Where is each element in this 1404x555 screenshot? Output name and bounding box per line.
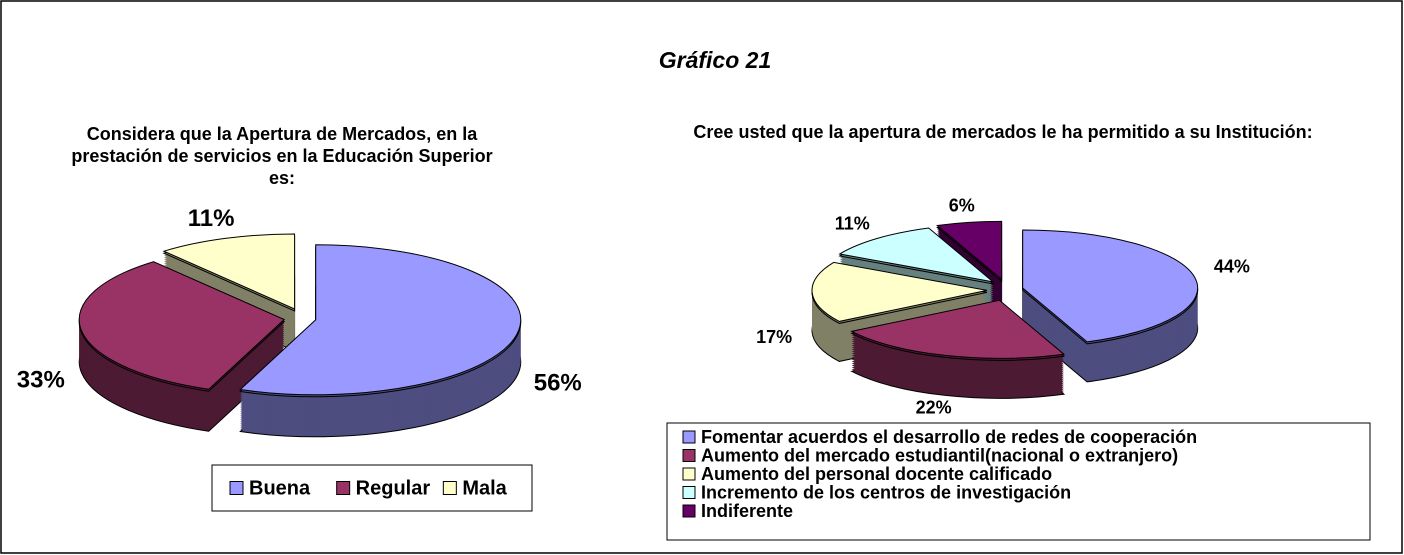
legend-label: Incremento de los centros de investigaci… (701, 482, 1071, 502)
legend-swatch (682, 449, 696, 462)
legend-swatch (682, 467, 696, 481)
legend-box (666, 422, 1371, 541)
pie-slice (1022, 229, 1199, 343)
legend-label: Aumento del personal docente calificado (701, 464, 1052, 484)
data-label: 11% (835, 213, 870, 233)
legend-label: Buena (249, 477, 311, 499)
data-label: 17% (756, 327, 792, 347)
data-label: 22% (916, 398, 952, 418)
pie-slice (162, 233, 296, 310)
legend-label: Aumento del mercado estudiantil(nacional… (701, 445, 1178, 465)
legend-swatch (229, 481, 244, 495)
legend-label: Fomentar acuerdos el desarrollo de redes… (701, 427, 1197, 447)
pie-slice (850, 299, 1066, 359)
legend-swatch (682, 430, 696, 444)
legend-box (211, 464, 533, 512)
legend-swatch (682, 504, 696, 518)
pie-slice (936, 220, 1003, 281)
pie-slice (78, 261, 286, 390)
page-title: Gráfico 21 (659, 47, 772, 73)
chart-title: Considera que la Apertura de Mercados, e… (71, 124, 492, 188)
legend-swatch (682, 486, 696, 499)
chart-title: Cree usted que la apertura de mercados l… (693, 122, 1312, 142)
data-label: 44% (1214, 256, 1250, 276)
data-label: 11% (188, 205, 235, 232)
data-label: 56% (534, 369, 582, 396)
legend-swatch (442, 481, 457, 495)
pie-slice (838, 227, 995, 283)
legend-label: Regular (356, 477, 431, 499)
legend-swatch (336, 481, 351, 495)
legend-label: Mala (462, 477, 507, 499)
legend-label: Indiferente (701, 501, 793, 521)
pie-slice (811, 261, 988, 322)
data-label: 6% (949, 196, 975, 216)
pie-slice (239, 244, 522, 396)
data-label: 33% (17, 366, 65, 393)
